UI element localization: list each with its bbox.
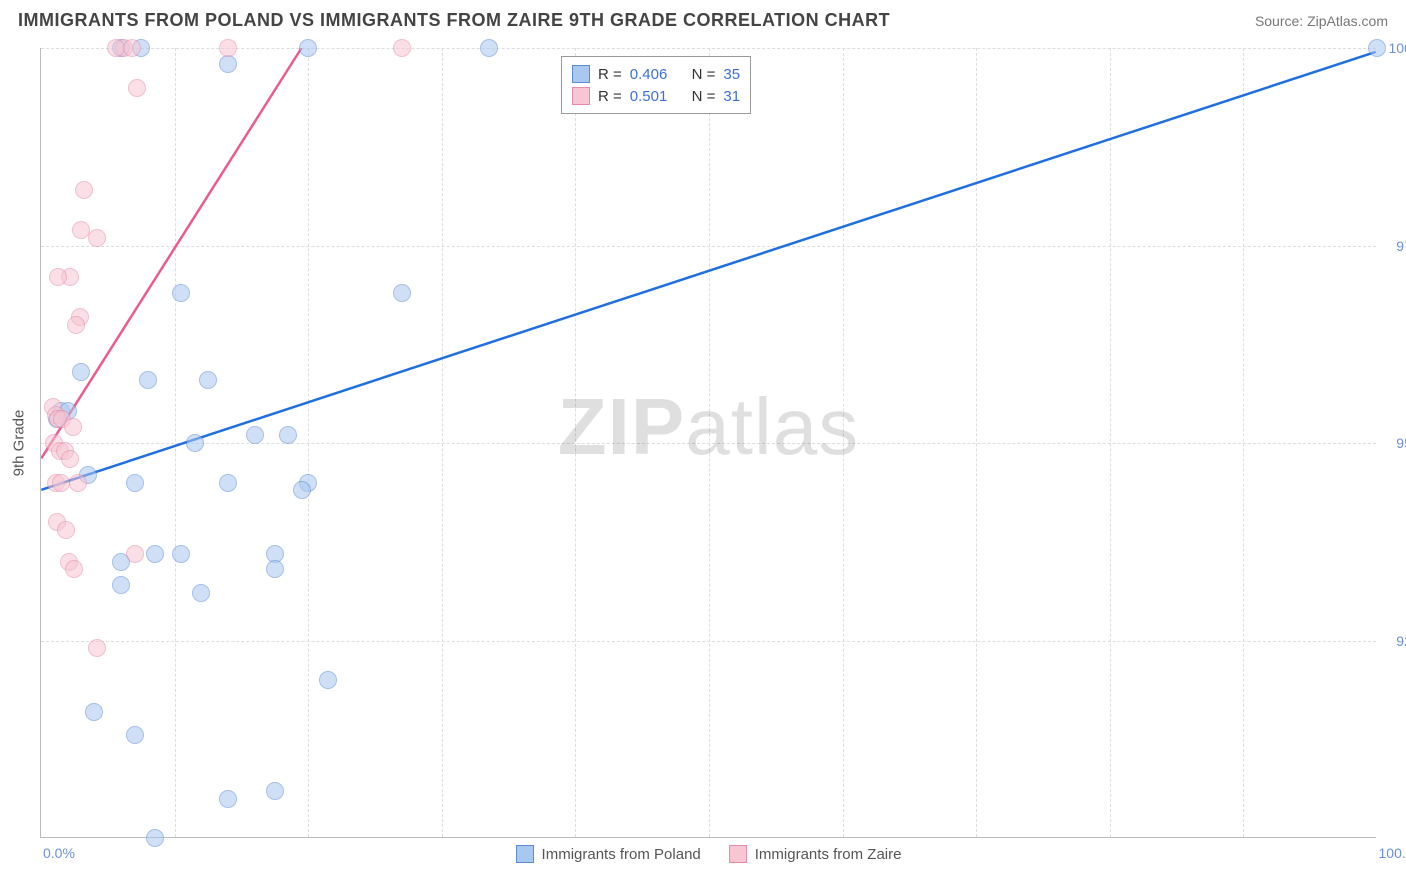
data-point <box>199 371 217 389</box>
data-point <box>52 474 70 492</box>
gridline-v <box>575 48 576 837</box>
y-axis-title: 9th Grade <box>11 409 28 476</box>
chart-plot-area: 9th Grade 92.5%95.0%97.5%100.0% ZIPatlas… <box>40 48 1376 838</box>
data-point <box>299 39 317 57</box>
legend-swatch <box>572 65 590 83</box>
data-point <box>72 363 90 381</box>
legend-item: Immigrants from Poland <box>516 845 701 863</box>
gridline-v <box>1110 48 1111 837</box>
data-point <box>1368 39 1386 57</box>
data-point <box>57 521 75 539</box>
data-point <box>293 481 311 499</box>
data-point <box>123 39 141 57</box>
legend-swatch <box>516 845 534 863</box>
correlation-legend: R = 0.406 N = 35R = 0.501 N = 31 <box>561 56 751 114</box>
legend-label: Immigrants from Poland <box>542 846 701 863</box>
gridline-v <box>175 48 176 837</box>
data-point <box>126 474 144 492</box>
data-point <box>219 790 237 808</box>
gridline-v <box>1243 48 1244 837</box>
data-point <box>319 671 337 689</box>
gridline-v <box>976 48 977 837</box>
gridline-v <box>709 48 710 837</box>
legend-row: R = 0.501 N = 31 <box>572 85 740 107</box>
data-point <box>219 474 237 492</box>
y-tick-label: 95.0% <box>1396 435 1406 451</box>
legend-label: Immigrants from Zaire <box>755 846 902 863</box>
data-point <box>246 426 264 444</box>
data-point <box>65 560 83 578</box>
y-tick-label: 92.5% <box>1396 633 1406 649</box>
data-point <box>139 371 157 389</box>
data-point <box>146 829 164 847</box>
x-axis-max-label: 100.0% <box>1379 845 1406 861</box>
data-point <box>172 545 190 563</box>
data-point <box>266 560 284 578</box>
data-point <box>64 418 82 436</box>
gridline-v <box>308 48 309 837</box>
data-point <box>112 576 130 594</box>
data-point <box>128 79 146 97</box>
data-point <box>393 39 411 57</box>
data-point <box>480 39 498 57</box>
gridline-v <box>442 48 443 837</box>
data-point <box>146 545 164 563</box>
data-point <box>279 426 297 444</box>
data-point <box>49 268 67 286</box>
data-point <box>126 726 144 744</box>
data-point <box>69 474 87 492</box>
data-point <box>219 39 237 57</box>
data-point <box>172 284 190 302</box>
data-point <box>75 181 93 199</box>
y-tick-label: 100.0% <box>1389 40 1406 56</box>
legend-swatch <box>572 87 590 105</box>
data-point <box>67 316 85 334</box>
data-point <box>126 545 144 563</box>
source-label: Source: ZipAtlas.com <box>1255 13 1388 29</box>
y-tick-label: 97.5% <box>1396 238 1406 254</box>
data-point <box>186 434 204 452</box>
series-legend: Immigrants from Poland Immigrants from Za… <box>516 845 902 863</box>
legend-item: Immigrants from Zaire <box>729 845 902 863</box>
legend-row: R = 0.406 N = 35 <box>572 63 740 85</box>
data-point <box>85 703 103 721</box>
data-point <box>266 782 284 800</box>
x-axis-min-label: 0.0% <box>43 845 75 861</box>
data-point <box>219 55 237 73</box>
data-point <box>88 229 106 247</box>
data-point <box>192 584 210 602</box>
data-point <box>61 450 79 468</box>
data-point <box>393 284 411 302</box>
gridline-v <box>843 48 844 837</box>
data-point <box>88 639 106 657</box>
legend-swatch <box>729 845 747 863</box>
chart-title: IMMIGRANTS FROM POLAND VS IMMIGRANTS FRO… <box>18 10 890 31</box>
